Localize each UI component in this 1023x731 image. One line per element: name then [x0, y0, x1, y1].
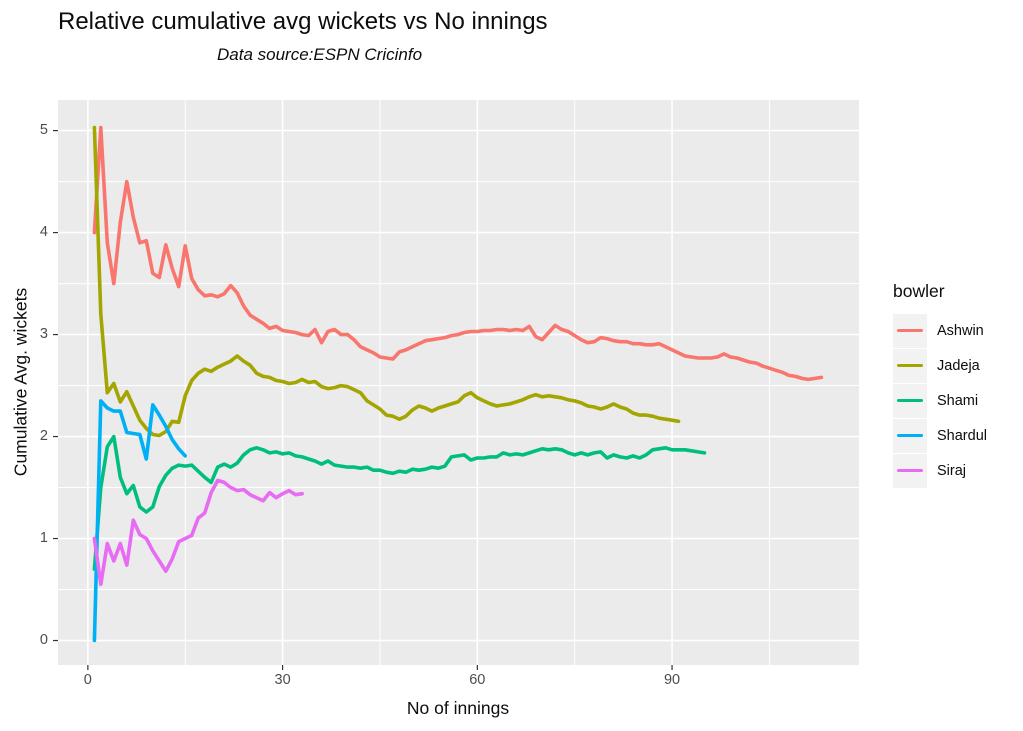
- x-tick-label-0: 0: [83, 672, 92, 688]
- y-tick-label-5: 5: [39, 121, 48, 138]
- legend-key-line-icon: [897, 328, 923, 333]
- legend-item-shami: Shami: [893, 383, 987, 418]
- legend-key-line-icon: [897, 398, 923, 403]
- series-line-jadeja: [92, 125, 681, 438]
- legend-key-line-icon: [897, 468, 923, 473]
- legend-item-siraj: Siraj: [893, 453, 987, 488]
- legend-key-siraj: [893, 453, 927, 488]
- legend-title: bowler: [893, 281, 945, 301]
- legend-key-jadeja: [893, 348, 927, 383]
- legend-items: Ashwin Jadeja Shami Shardul Siraj: [893, 313, 987, 488]
- series-line-shami: [92, 434, 707, 571]
- panel-background: [58, 100, 859, 665]
- y-tick-label-2: 2: [39, 427, 48, 444]
- x-tick-label-90: 90: [663, 672, 681, 688]
- legend-item-jadeja: Jadeja: [893, 348, 987, 383]
- legend-item-ashwin: Ashwin: [893, 313, 987, 348]
- legend-key-line-icon: [897, 363, 923, 368]
- x-tick-label-60: 60: [469, 672, 486, 688]
- legend-key-ashwin: [893, 313, 927, 348]
- legend-key-shardul: [893, 418, 927, 453]
- legend-key-line-icon: [897, 433, 923, 438]
- y-tick-label-1: 1: [39, 529, 48, 546]
- series-line-ashwin: [92, 125, 824, 382]
- legend-label-jadeja: Jadeja: [937, 357, 980, 374]
- legend-key-shami: [893, 383, 927, 418]
- legend-item-shardul: Shardul: [893, 418, 987, 453]
- legend-label-shami: Shami: [937, 392, 979, 409]
- chart-title: Relative cumulative avg wickets vs No in…: [58, 8, 548, 35]
- legend-label-ashwin: Ashwin: [937, 322, 984, 339]
- legend: bowler Ashwin Jadeja Shami Shardul Siraj: [893, 281, 987, 488]
- series-line-shardul: [92, 399, 187, 643]
- legend-label-shardul: Shardul: [937, 427, 987, 444]
- x-tick-label-30: 30: [274, 672, 291, 688]
- y-tick-label-3: 3: [39, 325, 48, 342]
- chart-subtitle: Data source:ESPN Cricinfo: [217, 45, 423, 64]
- y-tick-label-0: 0: [39, 631, 48, 648]
- x-axis-title: No of innings: [406, 698, 510, 718]
- y-tick-label-4: 4: [39, 223, 48, 240]
- y-axis-title: Cumulative Avg. wickets: [10, 287, 31, 477]
- series-line-siraj: [92, 478, 304, 587]
- legend-label-siraj: Siraj: [937, 462, 967, 479]
